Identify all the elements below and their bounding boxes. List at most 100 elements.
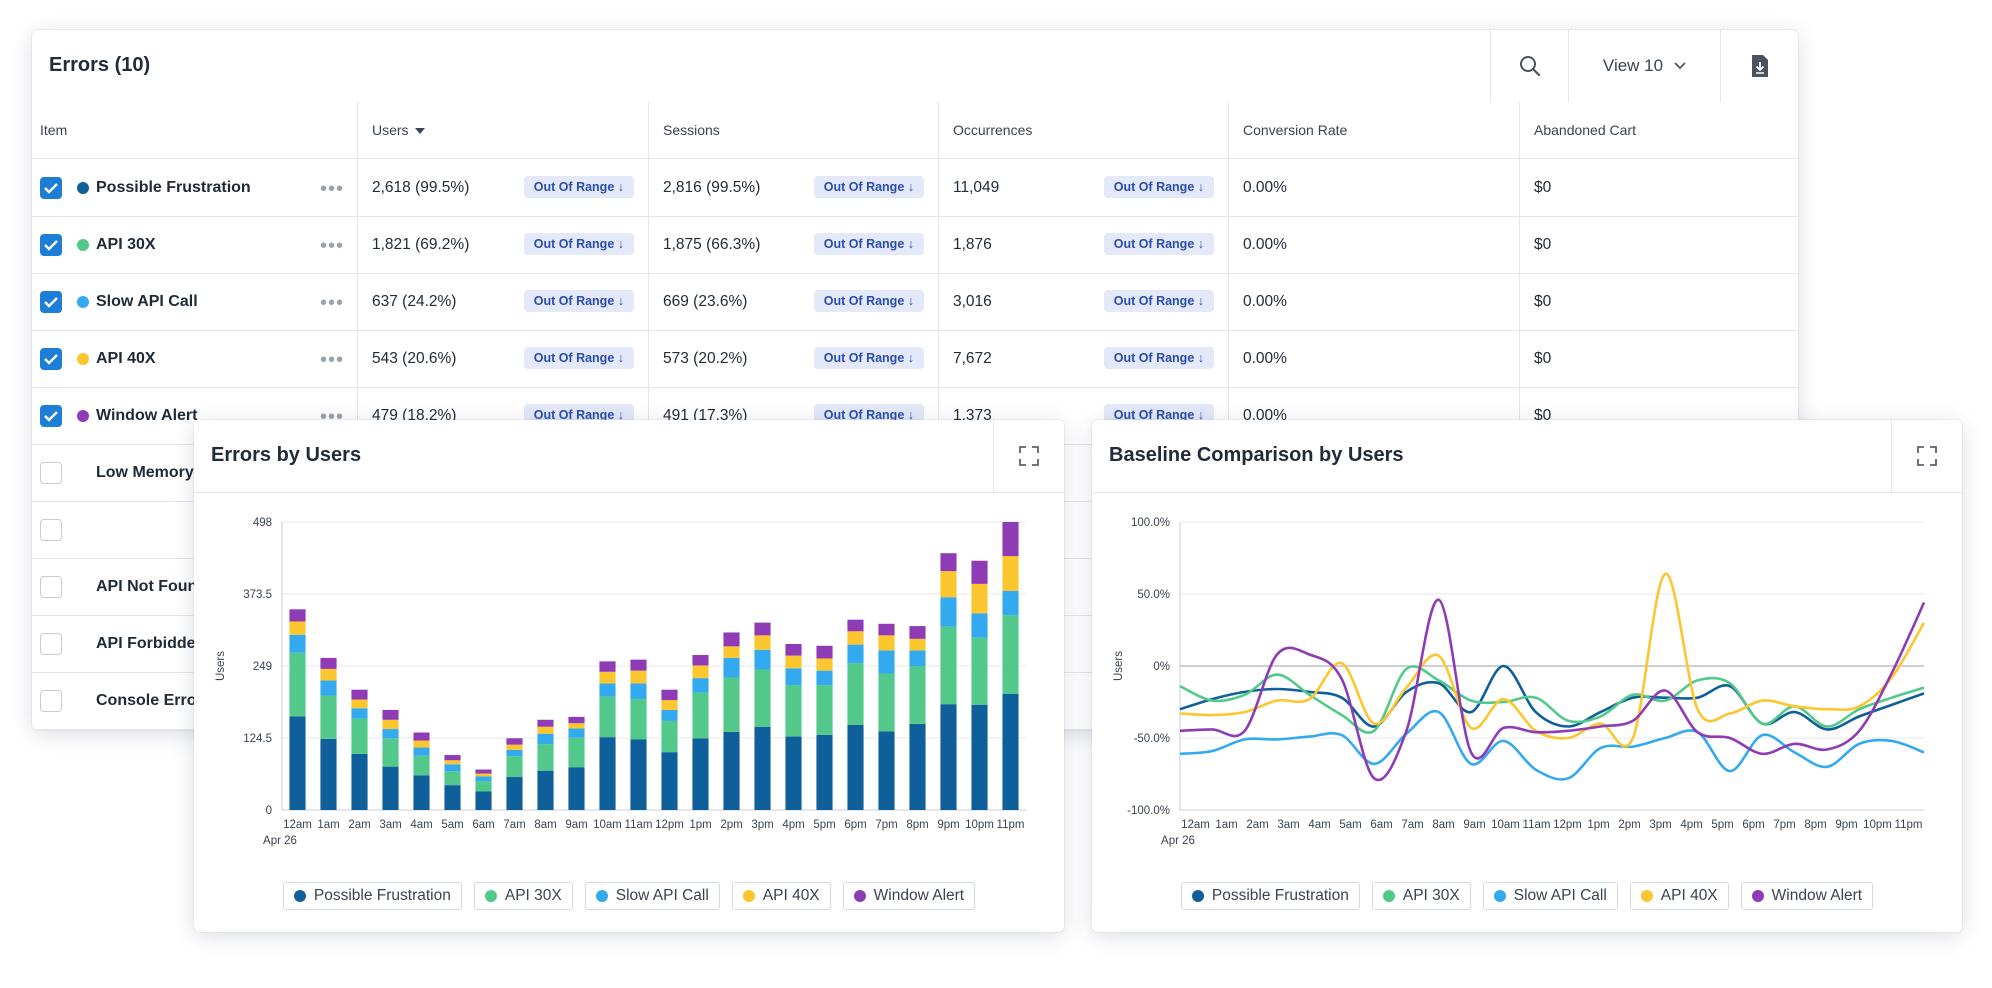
row-checkbox[interactable] [40, 405, 62, 427]
bar-segment[interactable] [816, 685, 833, 735]
series-line[interactable] [1179, 664, 1925, 731]
bar-segment[interactable] [413, 755, 430, 776]
bar-segment[interactable] [351, 699, 368, 709]
bar-segment[interactable] [847, 663, 864, 725]
bar-segment[interactable] [413, 740, 430, 748]
bar-segment[interactable] [475, 769, 492, 774]
bar-segment[interactable] [289, 621, 306, 635]
bar-segment[interactable] [878, 650, 895, 674]
bar-segment[interactable] [537, 719, 554, 727]
bar-segment[interactable] [661, 752, 678, 810]
bar-segment[interactable] [1002, 615, 1019, 694]
bar-segment[interactable] [816, 734, 833, 810]
bar-segment[interactable] [940, 553, 957, 572]
legend-item[interactable]: Slow API Call [584, 882, 720, 910]
legend-item[interactable]: Possible Frustration [1180, 882, 1360, 910]
bar-segment[interactable] [723, 677, 740, 732]
bar-segment[interactable] [785, 736, 802, 810]
bar-segment[interactable] [599, 661, 616, 672]
bar-segment[interactable] [940, 571, 957, 598]
bar-segment[interactable] [1002, 556, 1019, 591]
bar-segment[interactable] [599, 683, 616, 697]
bar-segment[interactable] [940, 704, 957, 810]
bar-segment[interactable] [382, 766, 399, 810]
bar-segment[interactable] [568, 767, 585, 810]
bar-segment[interactable] [444, 785, 461, 810]
table-row[interactable]: API 30X ••• 1,821 (69.2%) Out Of Range ↓ 1,8… [32, 216, 1798, 274]
bar-segment[interactable] [537, 770, 554, 810]
bar-segment[interactable] [630, 659, 647, 671]
bar-segment[interactable] [506, 756, 523, 778]
bar-segment[interactable] [1002, 590, 1019, 616]
bar-segment[interactable] [382, 719, 399, 730]
bar-segment[interactable] [413, 732, 430, 741]
bar-segment[interactable] [847, 619, 864, 632]
table-row[interactable]: API 40X ••• 543 (20.6%) Out Of Range ↓ 573 (… [32, 330, 1798, 388]
bar-segment[interactable] [351, 753, 368, 810]
more-options-icon[interactable]: ••• [320, 178, 345, 200]
bar-segment[interactable] [785, 668, 802, 686]
bar-segment[interactable] [289, 652, 306, 717]
expand-button[interactable] [1891, 420, 1962, 492]
more-options-icon[interactable]: ••• [320, 292, 345, 314]
legend-item[interactable]: Window Alert [842, 882, 976, 910]
bar-segment[interactable] [630, 739, 647, 810]
bar-segment[interactable] [444, 760, 461, 765]
bar-segment[interactable] [847, 724, 864, 810]
legend-item[interactable]: API 40X [731, 882, 831, 910]
bar-segment[interactable] [909, 650, 926, 666]
bar-segment[interactable] [785, 685, 802, 737]
bar-segment[interactable] [692, 692, 709, 739]
bar-segment[interactable] [599, 737, 616, 810]
bar-segment[interactable] [754, 622, 771, 636]
bar-segment[interactable] [661, 709, 678, 721]
bar-segment[interactable] [816, 670, 833, 686]
row-checkbox[interactable] [40, 177, 62, 199]
table-row[interactable]: Slow API Call ••• 637 (24.2%) Out Of Range … [32, 273, 1798, 331]
bar-segment[interactable] [568, 723, 585, 729]
search-button[interactable] [1490, 30, 1569, 102]
legend-item[interactable]: Window Alert [1740, 882, 1874, 910]
row-checkbox[interactable] [40, 462, 62, 484]
row-checkbox[interactable] [40, 234, 62, 256]
bar-segment[interactable] [320, 695, 337, 739]
bar-segment[interactable] [940, 597, 957, 627]
bar-segment[interactable] [568, 737, 585, 768]
bar-segment[interactable] [909, 638, 926, 651]
bar-segment[interactable] [940, 626, 957, 705]
bar-segment[interactable] [506, 777, 523, 810]
bar-segment[interactable] [971, 704, 988, 810]
bar-segment[interactable] [475, 781, 492, 792]
legend-item[interactable]: API 40X [1629, 882, 1729, 910]
bar-segment[interactable] [537, 726, 554, 734]
bar-segment[interactable] [754, 635, 771, 650]
bar-segment[interactable] [382, 729, 399, 739]
bar-segment[interactable] [630, 698, 647, 740]
bar-segment[interactable] [692, 665, 709, 679]
row-checkbox[interactable] [40, 291, 62, 313]
bar-segment[interactable] [475, 776, 492, 782]
bar-segment[interactable] [599, 696, 616, 738]
legend-item[interactable]: Slow API Call [1482, 882, 1618, 910]
bar-segment[interactable] [971, 560, 988, 584]
series-line[interactable] [1179, 709, 1925, 781]
row-checkbox[interactable] [40, 519, 62, 541]
bar-segment[interactable] [878, 673, 895, 732]
more-options-icon[interactable]: ••• [320, 349, 345, 371]
bar-segment[interactable] [878, 635, 895, 651]
bar-segment[interactable] [971, 583, 988, 614]
bar-segment[interactable] [909, 626, 926, 639]
bar-segment[interactable] [909, 723, 926, 810]
bar-segment[interactable] [382, 709, 399, 720]
bar-segment[interactable] [413, 747, 430, 756]
bar-segment[interactable] [692, 678, 709, 693]
bar-segment[interactable] [289, 609, 306, 622]
bar-segment[interactable] [537, 744, 554, 771]
column-header[interactable]: Users [357, 102, 648, 158]
bar-segment[interactable] [661, 720, 678, 753]
bar-segment[interactable] [971, 637, 988, 705]
bar-segment[interactable] [723, 657, 740, 678]
bar-segment[interactable] [754, 726, 771, 810]
bar-segment[interactable] [320, 680, 337, 696]
table-row[interactable]: Possible Frustration ••• 2,618 (99.5%) Out … [32, 159, 1798, 217]
